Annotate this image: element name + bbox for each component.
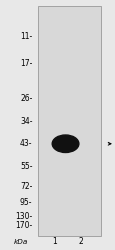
Text: 130-: 130- — [15, 212, 32, 221]
Text: 26-: 26- — [20, 94, 32, 103]
Text: 95-: 95- — [20, 198, 32, 207]
Text: 170-: 170- — [15, 221, 32, 230]
Text: kDa: kDa — [14, 239, 28, 245]
Text: 1: 1 — [52, 238, 56, 246]
Text: 34-: 34- — [20, 117, 32, 126]
Text: 43-: 43- — [20, 139, 32, 148]
Text: 2: 2 — [78, 238, 83, 246]
Text: 17-: 17- — [20, 59, 32, 68]
Bar — [38, 6, 101, 236]
Text: 11-: 11- — [20, 32, 32, 41]
Ellipse shape — [52, 135, 78, 152]
Text: 72-: 72- — [20, 182, 32, 191]
Text: 55-: 55- — [20, 162, 32, 171]
